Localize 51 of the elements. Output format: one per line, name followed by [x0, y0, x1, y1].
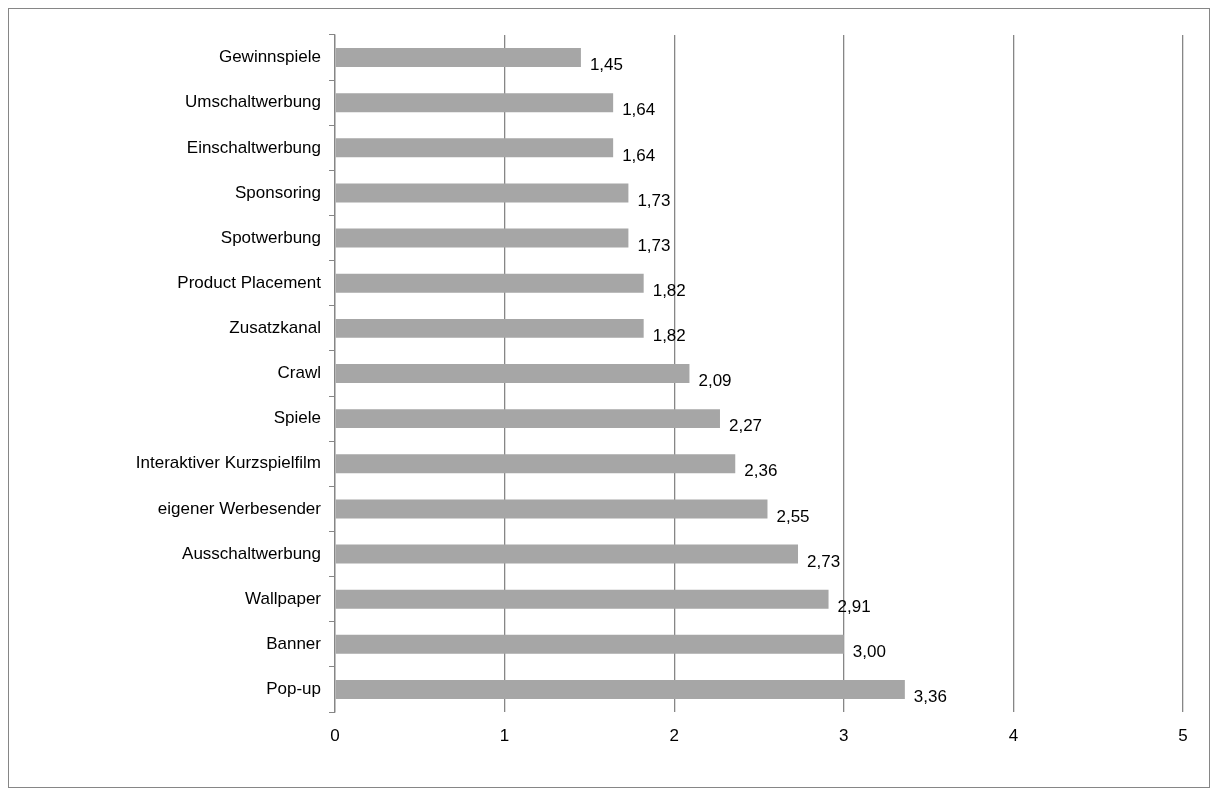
x-tick-label: 1	[499, 725, 510, 745]
bar	[335, 454, 736, 474]
bar	[335, 48, 581, 68]
bar	[335, 409, 720, 429]
x-tick-label: 0	[330, 725, 340, 745]
x-tick-label: 5	[1178, 725, 1188, 745]
bar	[335, 364, 690, 383]
data-label: 2,09	[698, 371, 732, 391]
y-tick-label: Product Placement	[177, 272, 322, 292]
x-tick-label: 4	[1008, 725, 1019, 745]
y-tick-label: Pop-up	[266, 679, 321, 699]
y-tick-label: Einschaltwerbung	[186, 137, 321, 157]
data-label: 3,00	[852, 641, 886, 661]
y-tick-label: Ausschaltwerbung	[182, 543, 321, 563]
bar	[335, 634, 844, 654]
y-tick-label: Spotwerbung	[220, 227, 321, 247]
bar	[335, 544, 799, 564]
bar	[335, 273, 644, 293]
data-label: 1,73	[637, 190, 671, 210]
y-tick-label: Zusatzkanal	[229, 318, 321, 338]
y-tick-label: Spiele	[273, 408, 321, 428]
data-label: 1,82	[652, 280, 686, 300]
bar	[335, 93, 614, 113]
x-tick-label: 2	[669, 725, 679, 745]
y-tick-label: Umschaltwerbung	[184, 92, 321, 112]
bar	[335, 499, 768, 519]
bar	[335, 228, 629, 248]
y-tick-label: Interaktiver Kurzspielfilm	[135, 453, 321, 473]
data-label: 1,45	[589, 55, 624, 75]
y-tick-label: Wallpaper	[245, 588, 322, 608]
data-label: 2,27	[728, 416, 763, 436]
x-tick-label: 3	[839, 725, 849, 745]
y-tick-label: Banner	[266, 633, 322, 653]
data-label: 2,91	[837, 596, 871, 616]
data-label: 1,64	[622, 145, 656, 165]
bar	[335, 589, 829, 609]
data-label: 1,64	[622, 100, 656, 120]
data-label: 1,82	[652, 326, 686, 346]
y-tick-label: Gewinnspiele	[218, 47, 321, 67]
y-tick-label: eigener Werbesender	[157, 498, 322, 518]
data-label: 2,73	[807, 551, 841, 571]
y-tick-label: Crawl	[277, 363, 321, 383]
data-label: 1,73	[637, 235, 671, 255]
bar	[335, 138, 614, 158]
bar	[335, 183, 629, 203]
bar	[335, 679, 905, 699]
data-label: 3,36	[913, 687, 947, 707]
y-tick-label: Sponsoring	[234, 182, 321, 202]
data-label: 2,36	[744, 461, 778, 481]
bar	[335, 318, 644, 338]
data-label: 2,55	[776, 506, 810, 526]
